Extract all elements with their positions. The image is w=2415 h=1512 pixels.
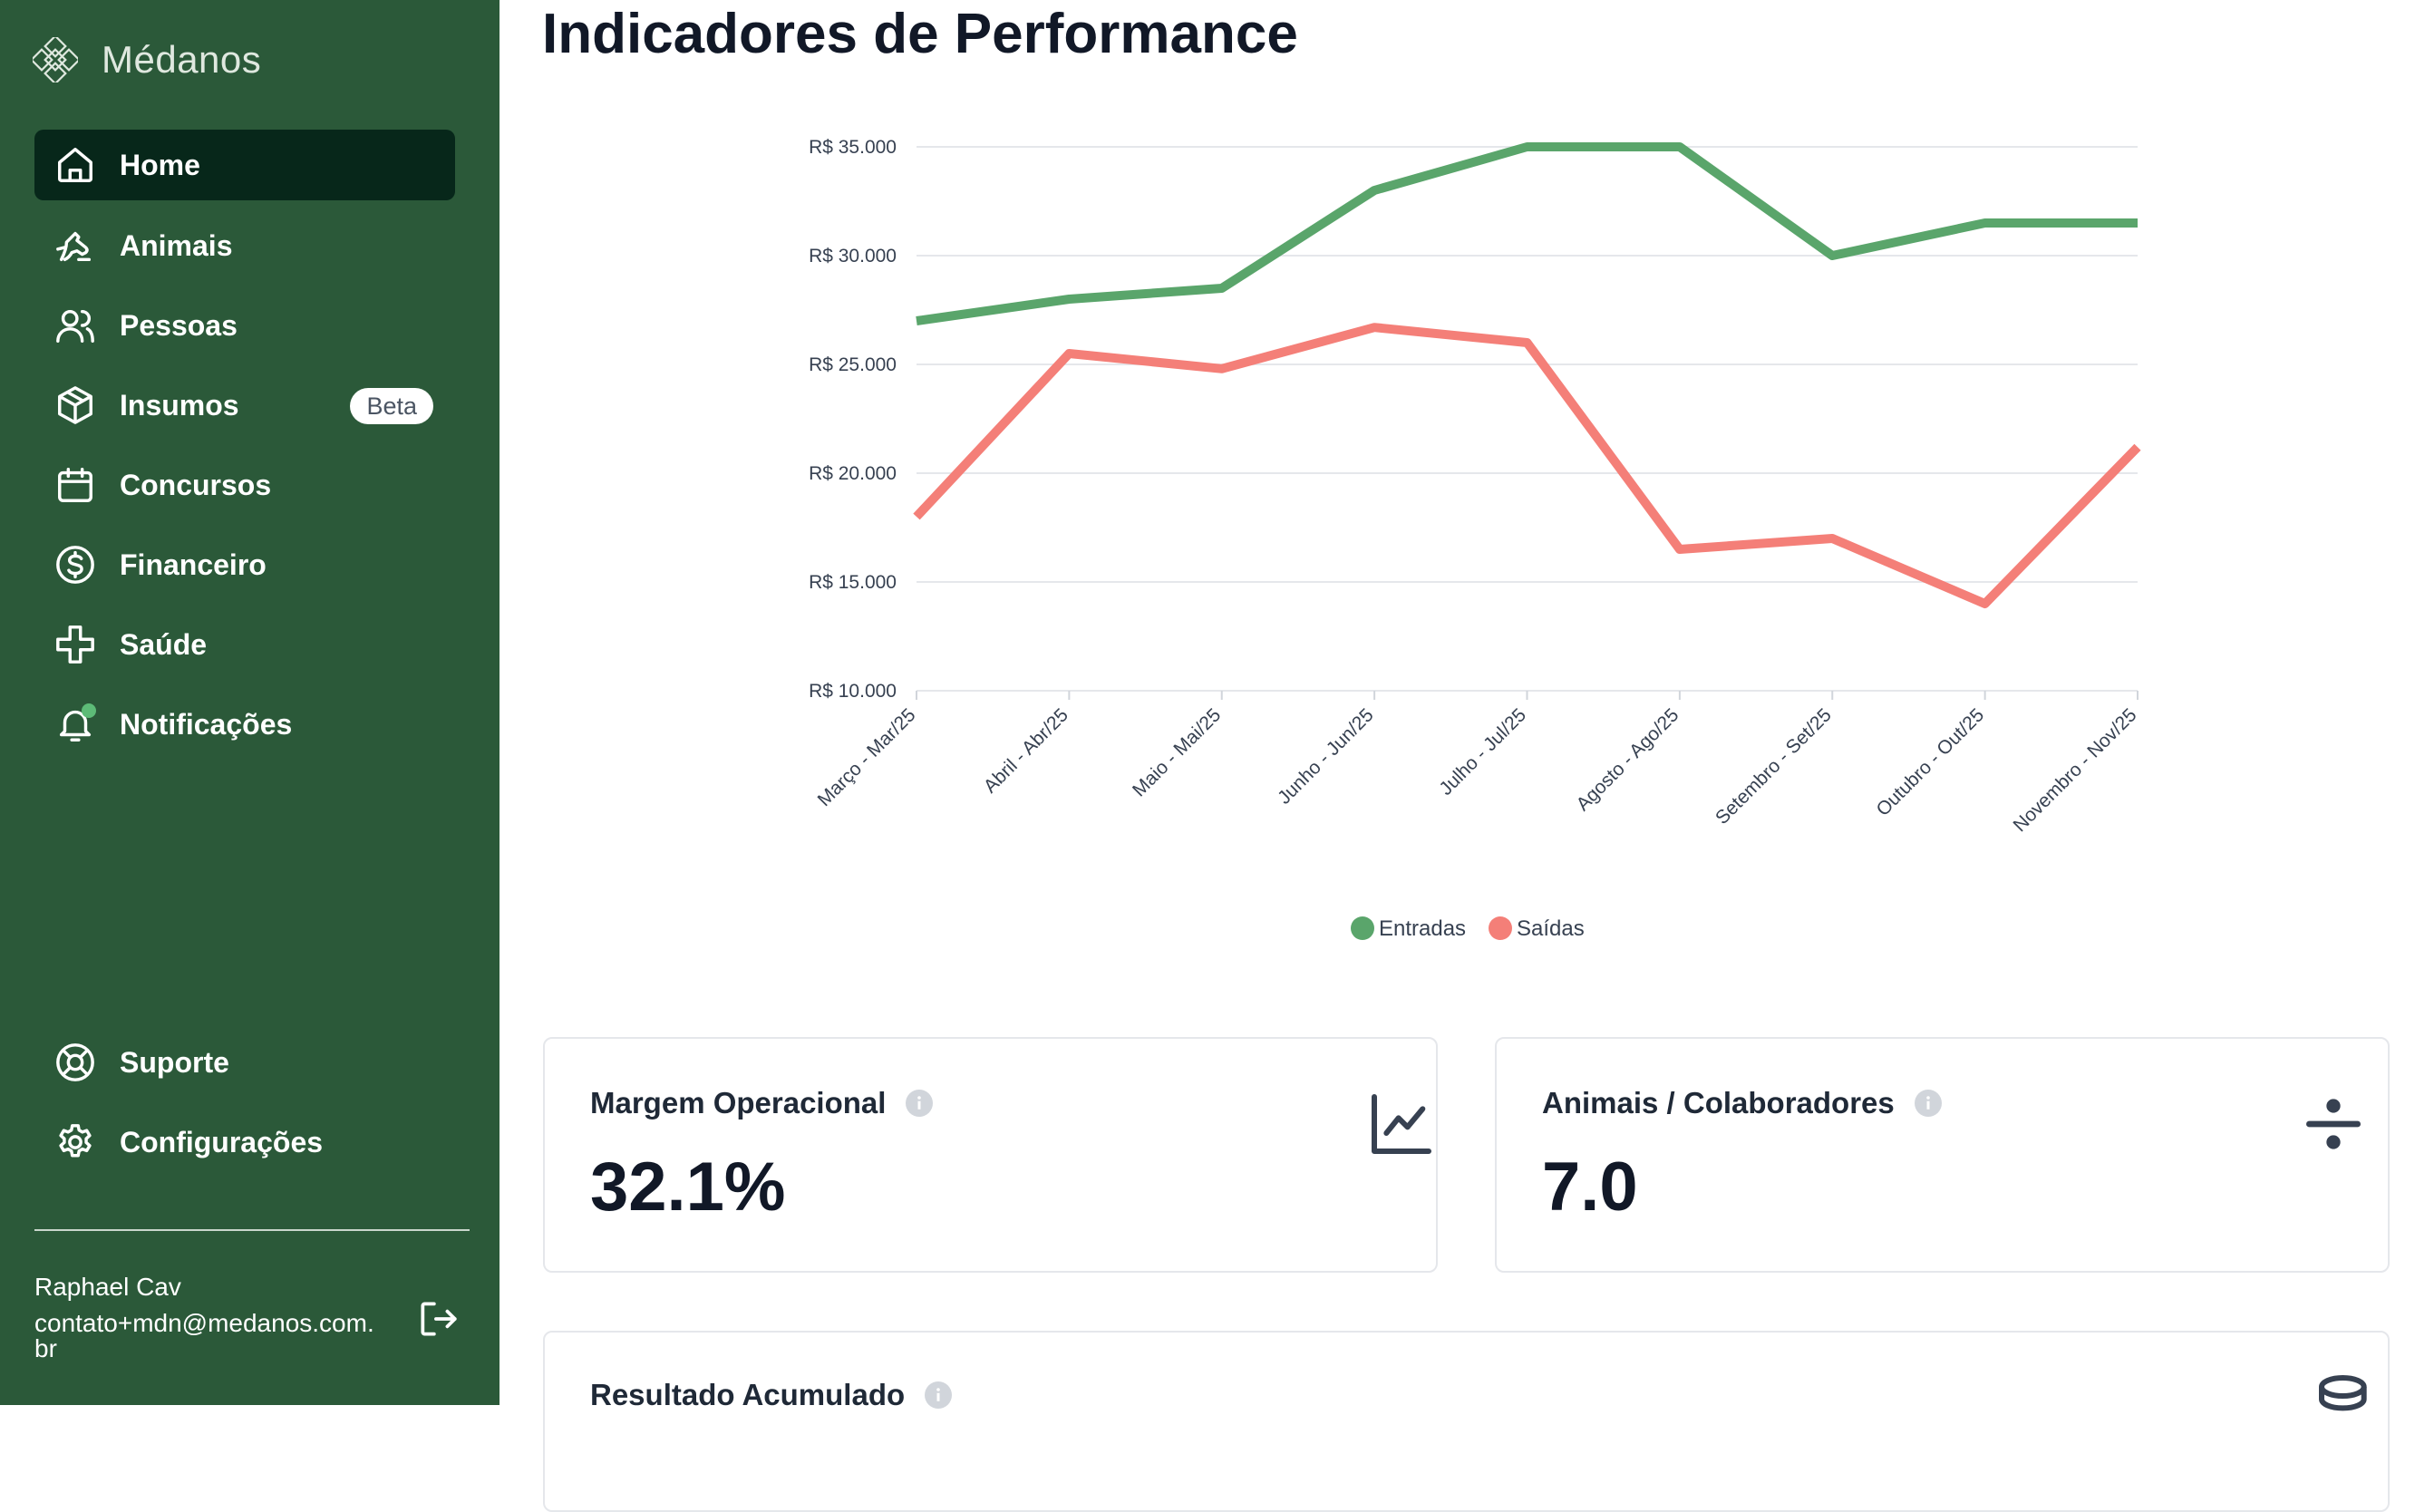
bell-icon <box>54 703 96 745</box>
lifebuoy-icon <box>54 1042 96 1083</box>
sidebar-item-insumos[interactable]: Insumos Beta <box>34 370 455 441</box>
sidebar: Médanos Home Animais Pessoas Insumos Bet… <box>0 0 499 1405</box>
flower-logo-icon <box>33 37 78 82</box>
performance-line-chart: R$ 35.000 R$ 30.000 R$ 25.000 R$ 20.000 R$ 1… <box>809 137 2141 941</box>
gear-icon <box>54 1121 96 1163</box>
sidebar-divider <box>34 1229 470 1231</box>
card-title-wrap: Animais / Colaboradores <box>1542 1086 1942 1120</box>
y-tick-label: R$ 25.000 <box>809 354 897 375</box>
sidebar-item-label: Notificações <box>120 707 293 741</box>
x-tick-label: Julho - Jul/25 <box>1435 704 1530 800</box>
user-email: contato+mdn@medanos.com.br <box>34 1309 374 1362</box>
sidebar-item-label: Suporte <box>120 1045 229 1079</box>
card-title-wrap: Resultado Acumulado <box>590 1378 953 1412</box>
y-tick-label: R$ 30.000 <box>809 246 897 267</box>
card-title: Animais / Colaboradores <box>1542 1086 1895 1119</box>
card-value: 32.1% <box>590 1149 786 1226</box>
x-tick-label: Setembro - Set/25 <box>1712 704 1836 829</box>
x-tick-label: Agosto - Ago/25 <box>1572 704 1683 815</box>
x-tick-label: Março - Mar/25 <box>814 704 920 810</box>
users-icon <box>54 305 96 346</box>
home-icon <box>54 144 96 186</box>
notification-dot <box>82 703 96 718</box>
sidebar-item-concursos[interactable]: Concursos <box>34 450 455 520</box>
y-tick-label: R$ 35.000 <box>809 137 897 158</box>
x-tick-label: Outubro - Out/25 <box>1872 704 1988 820</box>
sidebar-item-label: Configurações <box>120 1125 324 1158</box>
logout-icon[interactable] <box>415 1296 461 1342</box>
horse-icon <box>54 225 96 267</box>
legend-label: Saídas <box>1517 916 1585 941</box>
sidebar-item-label: Insumos <box>120 388 239 422</box>
sidebar-item-label: Concursos <box>120 468 272 501</box>
dollar-circle-icon <box>54 544 96 586</box>
x-tick-label: Junho - Jun/25 <box>1274 704 1378 809</box>
legend-marker <box>1489 916 1512 940</box>
legend-marker <box>1351 916 1374 940</box>
sidebar-item-pessoas[interactable]: Pessoas <box>34 290 455 361</box>
x-tick-label: Novembro - Nov/25 <box>2010 704 2141 836</box>
coins-icon <box>2319 1375 2367 1411</box>
sidebar-item-label: Pessoas <box>120 308 238 342</box>
brand[interactable]: Médanos <box>33 33 261 87</box>
sidebar-item-home[interactable]: Home <box>34 130 455 200</box>
legend-label: Entradas <box>1379 916 1466 941</box>
y-tick-label: R$ 10.000 <box>809 681 897 702</box>
x-tick-label: Maio - Mai/25 <box>1129 704 1225 800</box>
card-title-wrap: Margem Operacional <box>590 1086 934 1120</box>
main-content: Indicadores de Performance R$ 35.000 R$ 3… <box>499 0 2415 1512</box>
sidebar-item-configuracoes[interactable]: Configurações <box>34 1107 455 1178</box>
series-line-entradas <box>916 142 2138 325</box>
info-icon[interactable] <box>906 1090 934 1117</box>
sidebar-item-animais[interactable]: Animais <box>34 210 455 281</box>
user-name: Raphael Cav <box>34 1273 181 1301</box>
x-tick-label: Abril - Abr/25 <box>980 704 1072 797</box>
calendar-icon <box>54 464 96 506</box>
sidebar-item-label: Animais <box>120 228 233 262</box>
card-margem-operacional: Margem Operacional 32.1% <box>543 1037 1438 1273</box>
sidebar-item-financeiro[interactable]: Financeiro <box>34 529 455 600</box>
sidebar-item-label: Financeiro <box>120 548 267 581</box>
card-value: 7.0 <box>1542 1149 1638 1226</box>
beta-badge: Beta <box>350 388 433 424</box>
card-title: Margem Operacional <box>590 1086 887 1119</box>
info-icon[interactable] <box>925 1381 953 1409</box>
info-icon[interactable] <box>1914 1090 1942 1117</box>
sidebar-item-saude[interactable]: Saúde <box>34 609 455 680</box>
card-title: Resultado Acumulado <box>590 1378 906 1411</box>
health-cross-icon <box>54 624 96 665</box>
line-chart-icon <box>1372 1094 1431 1154</box>
divide-icon <box>2306 1099 2361 1149</box>
page-title: Indicadores de Performance <box>542 3 1298 65</box>
brand-name: Médanos <box>102 38 262 81</box>
series-line-saidas <box>913 323 2141 608</box>
package-icon <box>54 384 96 426</box>
card-animais-colaboradores: Animais / Colaboradores 7.0 <box>1495 1037 2390 1273</box>
sidebar-item-label: Saúde <box>120 627 208 661</box>
y-tick-label: R$ 15.000 <box>809 572 897 593</box>
card-resultado-acumulado: Resultado Acumulado <box>543 1331 2390 1512</box>
sidebar-item-suporte[interactable]: Suporte <box>34 1027 455 1098</box>
y-tick-label: R$ 20.000 <box>809 463 897 484</box>
sidebar-item-label: Home <box>120 148 200 181</box>
sidebar-item-notificacoes[interactable]: Notificações <box>34 689 455 760</box>
